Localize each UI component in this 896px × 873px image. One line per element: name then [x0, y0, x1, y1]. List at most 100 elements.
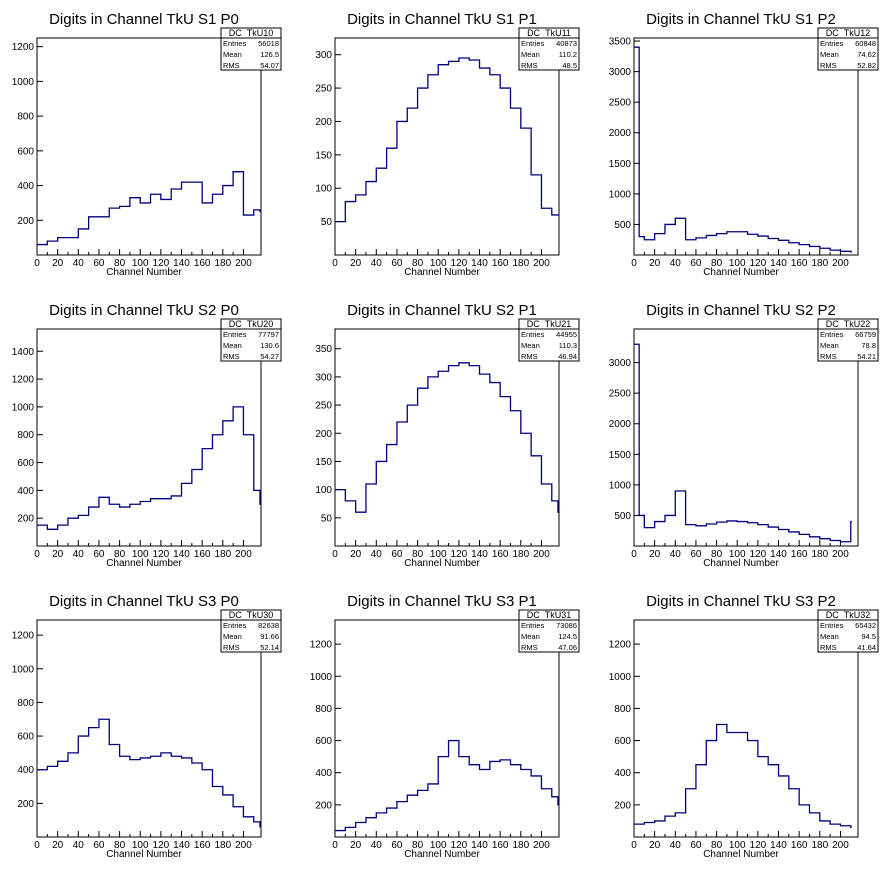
stats-name: DC_TkU10 — [229, 28, 274, 38]
y-tick-label: 150 — [315, 150, 332, 161]
y-tick-label: 1000 — [12, 77, 35, 88]
plot-frame — [334, 619, 560, 838]
chart-title: Digits in Channel TkU S3 P1 — [347, 593, 537, 610]
y-axis: 200 400 600 800 1000 1200 — [310, 640, 341, 811]
x-tick-label: 0 — [34, 549, 40, 560]
x-tick-label: 0 — [332, 840, 338, 851]
stats-value: 46.94 — [558, 352, 577, 361]
histogram-series — [634, 723, 852, 829]
stats-label: Entries — [820, 39, 844, 48]
plot-frame — [633, 37, 859, 256]
x-tick-label: 40 — [371, 258, 383, 269]
y-tick-label: 1200 — [12, 42, 35, 53]
y-tick-label: 2000 — [609, 419, 632, 430]
y-tick-label: 500 — [614, 511, 631, 522]
stats-label: RMS — [521, 61, 538, 70]
y-tick-label: 400 — [17, 765, 34, 776]
x-tick-label: 0 — [34, 258, 40, 269]
y-tick-label: 600 — [17, 732, 34, 743]
chart-title: Digits in Channel TkU S3 P2 — [646, 593, 836, 610]
x-tick-label: 40 — [670, 258, 682, 269]
x-tick-label: 0 — [631, 840, 637, 851]
y-tick-label: 1000 — [310, 672, 333, 683]
y-tick-label: 1200 — [609, 640, 632, 651]
x-tick-label: 80 — [711, 549, 723, 560]
chart-title: Digits in Channel TkU S2 P0 — [49, 302, 239, 319]
x-tick-label: 200 — [533, 549, 550, 560]
x-tick-label: 160 — [194, 840, 211, 851]
y-tick-label: 1500 — [609, 159, 632, 170]
stats-value: 82638 — [258, 621, 279, 630]
plot-frame — [36, 619, 262, 838]
x-tick-label: 0 — [34, 840, 40, 851]
x-tick-label: 140 — [770, 549, 787, 560]
stats-value: 73086 — [556, 621, 577, 630]
x-tick-label: 20 — [52, 840, 64, 851]
y-tick-label: 800 — [17, 698, 34, 709]
stats-frame — [817, 27, 879, 71]
x-tick-label: 160 — [492, 258, 509, 269]
x-tick-label: 180 — [811, 840, 828, 851]
x-tick-label: 40 — [371, 840, 383, 851]
x-tick-label: 80 — [412, 258, 424, 269]
x-tick-label: 20 — [350, 840, 362, 851]
y-tick-label: 400 — [17, 486, 34, 497]
histogram-series — [634, 46, 852, 253]
x-axis: 0 20 40 60 80 100 120 140 160 180 200 — [34, 249, 252, 269]
y-tick-label: 2500 — [609, 389, 632, 400]
stats-label: Entries — [521, 621, 545, 630]
x-tick-label: 0 — [631, 258, 637, 269]
y-tick-label: 1500 — [609, 450, 632, 461]
stats-name: DC_TkU12 — [826, 28, 871, 38]
y-axis: 50 100 150 200 250 300 350 — [315, 344, 341, 524]
x-axis: 0 20 40 60 80 100 120 140 160 180 200 — [332, 249, 550, 269]
x-tick-label: 140 — [770, 258, 787, 269]
y-tick-label: 1000 — [609, 480, 632, 491]
stats-label: Entries — [223, 39, 247, 48]
x-tick-label: 120 — [750, 258, 767, 269]
stats-value: 94.5 — [861, 632, 876, 641]
histogram-panel: Digits in Channel TkU S2 P2 500 1000 1500 20… — [597, 291, 895, 582]
x-tick-label: 160 — [194, 258, 211, 269]
stats-value: 60848 — [855, 39, 876, 48]
histogram-chart: Digits in Channel TkU S1 P02004006008001… — [12, 11, 282, 278]
stats-value: 54.21 — [857, 352, 876, 361]
y-tick-label: 1000 — [609, 189, 632, 200]
x-tick-label: 100 — [729, 258, 746, 269]
stats-frame — [518, 318, 580, 362]
y-tick-label: 300 — [315, 372, 332, 383]
x-axis: 0 20 40 60 80 100 120 140 160 180 200 — [34, 540, 252, 560]
x-tick-label: 20 — [649, 840, 661, 851]
stats-frame — [817, 609, 879, 653]
y-tick-label: 50 — [321, 217, 333, 228]
x-axis: 0 20 40 60 80 100 120 140 160 180 200 — [631, 249, 849, 269]
y-tick-label: 1200 — [12, 375, 35, 386]
stats-value: 66759 — [855, 330, 876, 339]
stats-label: Mean — [223, 341, 242, 350]
y-tick-label: 250 — [315, 401, 332, 412]
y-tick-label: 1000 — [609, 672, 632, 683]
stats-frame — [518, 27, 580, 71]
y-axis: 500 1000 1500 2000 2500 3000 — [609, 358, 640, 522]
plot-frame — [633, 619, 859, 838]
x-tick-label: 160 — [194, 549, 211, 560]
chart-title: Digits in Channel TkU S2 P2 — [646, 302, 836, 319]
y-tick-label: 200 — [315, 800, 332, 811]
y-tick-label: 600 — [315, 736, 332, 747]
stats-value: 110.3 — [559, 341, 577, 350]
histogram-chart: Digits in Channel TkU S1 P15010015020025… — [315, 11, 580, 278]
stats-value: 47.06 — [558, 643, 577, 652]
x-tick-label: 40 — [73, 840, 85, 851]
y-tick-label: 1400 — [12, 347, 35, 358]
x-tick-label: 120 — [451, 549, 468, 560]
y-tick-label: 1200 — [12, 631, 35, 642]
y-tick-label: 600 — [17, 458, 34, 469]
stats-frame — [220, 318, 282, 362]
histogram-series — [335, 739, 559, 832]
stats-value: 52.82 — [857, 61, 876, 70]
y-tick-label: 300 — [315, 50, 332, 61]
stats-label: Mean — [521, 50, 540, 59]
